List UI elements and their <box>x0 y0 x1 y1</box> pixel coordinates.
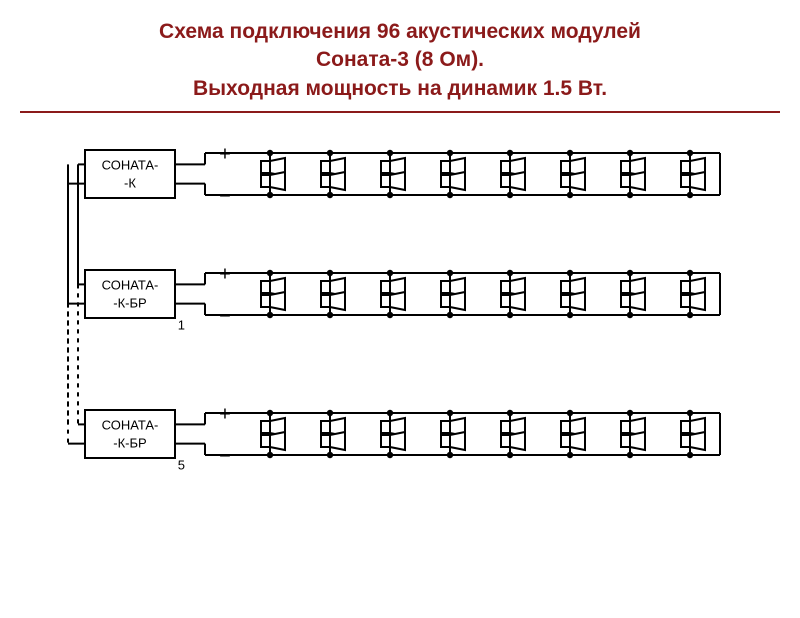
speaker-icon <box>621 172 645 190</box>
speaker-icon <box>261 172 285 190</box>
svg-text:−: − <box>219 185 231 207</box>
speaker-icon <box>381 432 405 450</box>
svg-text:5: 5 <box>178 457 185 472</box>
svg-text:−: − <box>219 445 231 467</box>
svg-text:1: 1 <box>178 317 185 332</box>
speaker-icon <box>321 172 345 190</box>
svg-text:−: − <box>219 305 231 327</box>
diagram-title: Схема подключения 96 акустических модуле… <box>40 18 760 103</box>
speaker-icon <box>681 172 705 190</box>
speaker-icon <box>621 292 645 310</box>
speaker-icon <box>621 432 645 450</box>
speaker-icon <box>381 172 405 190</box>
svg-text:-К-БР: -К-БР <box>113 435 146 450</box>
speaker-icon <box>441 292 465 310</box>
svg-text:СОНАТА-: СОНАТА- <box>102 277 159 292</box>
speaker-icon <box>681 292 705 310</box>
svg-text:СОНАТА-: СОНАТА- <box>102 417 159 432</box>
svg-text:СОНАТА-: СОНАТА- <box>102 157 159 172</box>
svg-text:+: + <box>219 263 231 285</box>
svg-text:+: + <box>219 403 231 425</box>
speaker-icon <box>561 292 585 310</box>
speaker-icon <box>321 292 345 310</box>
title-line-1: Схема подключения 96 акустических модуле… <box>159 20 641 43</box>
svg-text:+: + <box>219 143 231 165</box>
speaker-icon <box>501 172 525 190</box>
svg-text:-К: -К <box>124 175 136 190</box>
speaker-icon <box>381 292 405 310</box>
speaker-icon <box>441 432 465 450</box>
speaker-icon <box>261 432 285 450</box>
speaker-icon <box>561 172 585 190</box>
speaker-icon <box>681 432 705 450</box>
wiring-diagram: СОНАТА- -К + − СОНАТА- -К-БР 1 + − СОНАТА- -К-БР 5 +… <box>30 113 770 553</box>
speaker-icon <box>261 292 285 310</box>
title-line-2: Соната-3 (8 Ом). <box>316 48 484 71</box>
speaker-icon <box>501 432 525 450</box>
speaker-icon <box>501 292 525 310</box>
svg-text:-К-БР: -К-БР <box>113 295 146 310</box>
speaker-icon <box>561 432 585 450</box>
speaker-icon <box>321 432 345 450</box>
speaker-icon <box>441 172 465 190</box>
title-line-3: Выходная мощность на динамик 1.5 Вт. <box>193 77 607 100</box>
